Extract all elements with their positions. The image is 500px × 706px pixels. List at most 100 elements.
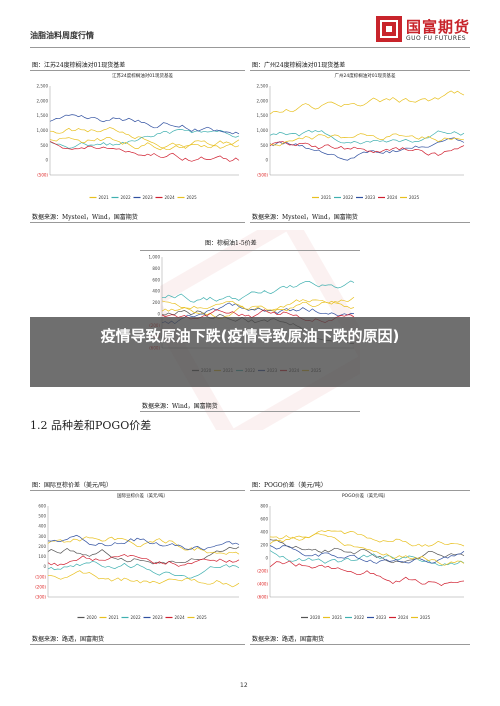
legend-label: 2025	[187, 195, 198, 200]
y-tick-label: (100)	[35, 574, 46, 579]
y-tick-label: 800	[260, 504, 268, 509]
y-tick-label: 2,000	[257, 98, 269, 103]
y-tick-label: 1,500	[37, 113, 49, 118]
legend-label: 2024	[175, 615, 186, 620]
figure-4-source: 数据来源：路透，国富期货	[32, 636, 105, 643]
series-line	[269, 533, 465, 566]
series-line	[161, 280, 355, 303]
legend-label: 2025	[409, 195, 420, 200]
legend-label: 2022	[131, 615, 142, 620]
report-title: 油脂油料周度行情	[30, 30, 94, 40]
legend-label: 2023	[143, 195, 154, 200]
series-line	[269, 90, 465, 115]
y-tick-label: 0	[45, 158, 48, 163]
legend-label: 2020	[310, 615, 321, 620]
figure-4-chart: 600 500 400 300 200 100 0 (100) (200) (300) 2020 20…	[35, 504, 240, 620]
series-line	[49, 141, 240, 162]
y-tick-label: 600	[152, 277, 160, 282]
legend-label: 2021	[332, 615, 343, 620]
figure-1-chart: 2,500 2,000 1,500 1,000 500 0 (500) 2021 2022 202…	[37, 84, 240, 200]
series-line	[269, 141, 465, 156]
y-tick-label: 600	[38, 504, 46, 509]
y-tick-label: 400	[260, 530, 268, 535]
legend-label: 2023	[153, 615, 164, 620]
header-divider	[30, 47, 470, 48]
overlay-headline: 疫情导致原油下跌(疫情导致原油下跌的原因)	[100, 327, 400, 345]
series-line	[49, 114, 240, 135]
figure-4-divider	[30, 490, 245, 491]
company-logo-icon	[376, 16, 402, 42]
figure-1-divider	[30, 70, 245, 71]
legend-label: 2021	[109, 615, 120, 620]
y-tick-label: 0	[157, 311, 160, 316]
legend-label: 2024	[165, 195, 176, 200]
y-tick-label: 0	[265, 556, 268, 561]
figure-1-bottom-line	[30, 222, 245, 223]
y-tick-label: 300	[38, 534, 46, 539]
figure-1-source: 数据来源：Mysteel，Wind，国富期货	[32, 214, 138, 221]
y-tick-label: 0	[265, 158, 268, 163]
figure-5-chart: 800 600 400 200 0 (200) (400) (600) 2020 2021 2022…	[257, 504, 465, 620]
legend-label: 2021	[99, 195, 110, 200]
legend-label: 2024	[387, 195, 398, 200]
figure-2-source: 数据来源：Mysteel，Wind，国富期货	[252, 214, 358, 221]
figure-1-title: 图：江苏24度棕榈油对01现货基差	[32, 62, 126, 69]
figure-5-subtitle: POGO价差（美元/吨）	[341, 494, 389, 499]
series-line	[161, 302, 355, 325]
figure-5-title: 图：POGO价差（美元/吨）	[252, 482, 327, 489]
series-line	[49, 137, 240, 151]
series-line	[269, 560, 465, 587]
page-number: 12	[240, 682, 248, 689]
figure-1-subtitle: 江苏24度棕榈油对01现货基差	[112, 74, 173, 79]
y-tick-label: 800	[152, 266, 160, 271]
y-tick-label: (600)	[257, 595, 268, 600]
figure-5-bottom-line	[250, 644, 470, 645]
series-line	[269, 129, 465, 145]
figure-2-subtitle: 广州24度棕榈油对01现货基差	[334, 74, 396, 79]
y-tick-label: 1,000	[257, 128, 269, 133]
figure-2-title: 图：广州24度棕榈油对01现货基差	[252, 62, 346, 69]
series-line	[269, 530, 465, 547]
y-tick-label: (400)	[257, 582, 268, 587]
series-line	[49, 127, 240, 151]
y-tick-label: 500	[38, 514, 46, 519]
legend-label: 2025	[420, 615, 431, 620]
y-tick-label: 2,500	[257, 84, 269, 89]
figure-3-divider	[140, 250, 360, 251]
legend-label: 2020	[87, 615, 98, 620]
series-line	[161, 296, 355, 319]
company-name-en: GUO FU FUTURES	[406, 35, 467, 42]
legend-label: 2022	[343, 195, 354, 200]
figure-5-source: 数据来源：路透，国富期货	[252, 636, 325, 643]
series-line	[47, 534, 240, 551]
series-line	[47, 546, 240, 565]
legend-label: 2023	[376, 615, 387, 620]
y-tick-label: 2,000	[37, 98, 49, 103]
series-line	[47, 560, 240, 579]
series-line	[47, 536, 240, 555]
y-tick-label: 400	[152, 289, 160, 294]
figure-2-chart: 2,500 2,000 1,500 1,000 500 0 (500) 2021 2022 202…	[257, 84, 465, 200]
y-tick-label: (200)	[35, 584, 46, 589]
y-tick-label: (500)	[37, 173, 48, 178]
company-name: 国富期货	[406, 18, 471, 36]
series-line	[269, 137, 465, 161]
y-tick-label: 400	[38, 524, 46, 529]
figure-2-divider	[250, 70, 470, 71]
y-tick-label: 1,500	[257, 113, 269, 118]
y-tick-label: (500)	[257, 173, 268, 178]
series-line	[269, 133, 465, 147]
series-line	[269, 545, 465, 564]
legend-label: 2024	[398, 615, 409, 620]
y-tick-label: 500	[260, 143, 268, 148]
y-tick-label: (300)	[35, 595, 46, 600]
series-line	[47, 570, 240, 588]
series-line	[47, 554, 240, 567]
y-tick-label: 200	[260, 543, 268, 548]
figure-3-title: 图：棕榈油1-5价差	[205, 240, 257, 247]
series-line	[161, 300, 355, 312]
y-tick-label: 1,000	[149, 255, 161, 260]
figure-3-bottom-line	[140, 411, 360, 412]
series-line	[269, 539, 465, 564]
legend-label: 2023	[365, 195, 376, 200]
